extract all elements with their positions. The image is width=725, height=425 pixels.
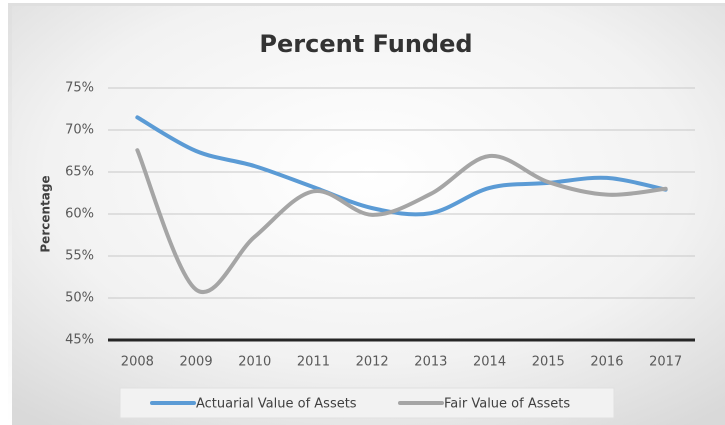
x-tick-label: 2015 [532, 355, 565, 370]
y-axis-title: Percentage [39, 175, 53, 252]
x-tick-label: 2012 [356, 355, 389, 370]
legend-label: Fair Value of Assets [444, 397, 570, 412]
series-line [135, 148, 668, 294]
y-tick-label: 50% [65, 291, 94, 306]
y-tick-label: 75% [65, 81, 94, 96]
legend-label: Actuarial Value of Assets [196, 397, 357, 412]
y-tick-label: 45% [65, 333, 94, 348]
x-tick-label: 2014 [473, 355, 506, 370]
y-tick-label: 65% [65, 165, 94, 180]
y-tick-label: 55% [65, 249, 94, 264]
x-tick-label: 2010 [238, 355, 271, 370]
y-tick-label: 60% [65, 207, 94, 222]
x-tick-label: 2009 [180, 355, 213, 370]
series-line [135, 115, 668, 217]
chart-title: Percent Funded [259, 30, 472, 58]
x-tick-label: 2017 [649, 355, 682, 370]
y-tick-label: 70% [65, 123, 94, 138]
x-tick-label: 2013 [414, 355, 447, 370]
legend-box [119, 387, 615, 419]
x-tick-label: 2008 [121, 355, 154, 370]
x-tick-label: 2011 [297, 355, 330, 370]
x-tick-label: 2016 [590, 355, 623, 370]
